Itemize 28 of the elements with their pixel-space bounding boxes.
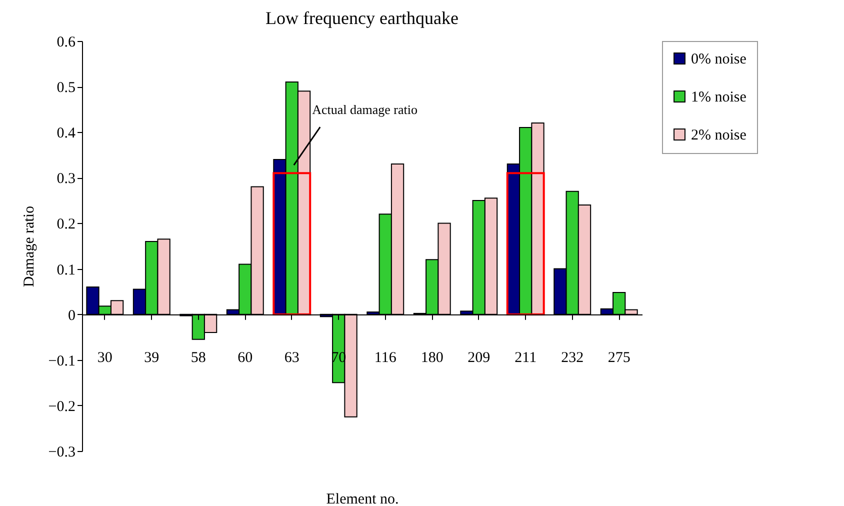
x-tick-label: 39 [144, 350, 160, 366]
y-tick-label: 0.3 [56, 171, 76, 188]
chart-title: Low frequency earthquake [266, 8, 458, 28]
x-tick-label: 275 [608, 350, 630, 366]
y-tick-label: −0.2 [48, 398, 76, 415]
y-tick-label: 0 [68, 308, 76, 324]
x-tick-label: 63 [284, 350, 300, 366]
x-tick-label: 58 [190, 350, 206, 366]
x-axis-title: Element no. [326, 492, 399, 506]
x-tick-label: 60 [238, 350, 253, 366]
y-tick-label: 0.4 [56, 126, 76, 142]
x-tick-label: 30 [97, 350, 112, 366]
x-tick-label: 180 [420, 350, 444, 366]
legend-label: 0% noise [691, 52, 747, 68]
x-tick-label: 211 [514, 350, 537, 366]
legend-label: 1% noise [691, 90, 747, 106]
y-tick-label: 0.5 [56, 80, 76, 96]
x-tick-label: 116 [374, 350, 397, 366]
y-tick-label: 0.2 [56, 216, 76, 233]
y-tick-label: 0.6 [56, 34, 76, 50]
y-tick-label: 0.1 [56, 262, 76, 278]
x-tick-label: 232 [561, 350, 584, 366]
x-tick-label: 209 [468, 350, 490, 366]
y-tick-label: −0.3 [48, 444, 76, 460]
legend-label: 2% noise [691, 128, 747, 144]
y-tick-label: −0.1 [48, 353, 76, 370]
annotation: Actual damage ratio [312, 102, 418, 118]
y-axis-title: Damage ratio [21, 206, 38, 288]
